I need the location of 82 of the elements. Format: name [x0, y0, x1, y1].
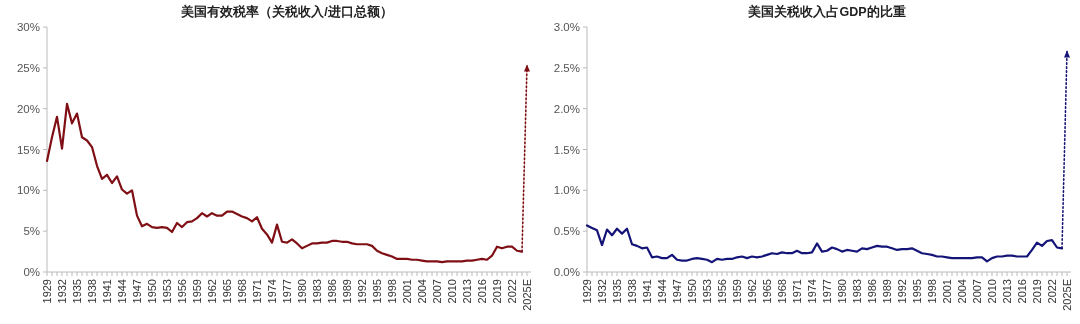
x-tick-label: 1989: [341, 279, 353, 304]
x-tick-label: 1929: [581, 279, 593, 304]
x-tick-label: 1986: [326, 279, 338, 304]
y-tick-label: 2.5%: [553, 61, 580, 74]
x-tick-label: 1944: [656, 279, 668, 304]
x-tick-label: 2019: [491, 279, 503, 304]
x-tick-label: 1968: [236, 279, 248, 304]
x-tick-label: 1986: [866, 279, 878, 304]
x-tick-label: 1962: [746, 279, 758, 304]
x-tick-label: 2004: [416, 279, 428, 304]
x-tick-label: 1932: [56, 279, 68, 304]
x-tick-label: 2016: [1016, 279, 1028, 304]
x-tick-label: 1950: [146, 279, 158, 304]
y-tick-label: 0%: [23, 266, 40, 278]
x-tick-label: 1971: [251, 279, 263, 304]
x-tick-label: 1974: [266, 279, 278, 304]
x-tick-label: 1992: [356, 279, 368, 304]
x-tick-label: 1947: [131, 279, 143, 304]
x-tick-label: 1938: [86, 279, 98, 304]
x-tick-label: 1965: [761, 279, 773, 304]
y-tick-label: 10%: [16, 184, 40, 197]
x-tick-label: 1944: [116, 279, 128, 304]
x-tick-label: 1983: [851, 279, 863, 304]
x-tick-label: 1965: [221, 279, 233, 304]
x-tick-label: 1995: [911, 279, 923, 304]
chart-title: 美国有效税率（关税收入/进口总额）: [180, 4, 393, 19]
x-tick-label: 1938: [626, 279, 638, 304]
y-tick-label: 15%: [16, 143, 40, 156]
x-tick-label: 1989: [881, 279, 893, 304]
y-tick-label: 25%: [16, 61, 40, 74]
x-tick-label: 1950: [686, 279, 698, 304]
x-tick-label: 2022: [1046, 279, 1058, 304]
y-tick-label: 1.0%: [553, 184, 580, 197]
x-tick-label: 1983: [311, 279, 323, 304]
x-tick-label: 1968: [776, 279, 788, 304]
x-tick-label: 1959: [191, 279, 203, 304]
x-tick-label: 2004: [956, 279, 968, 304]
x-tick-label: 1974: [806, 279, 818, 304]
x-tick-label: 1980: [836, 279, 848, 304]
y-tick-label: 2.0%: [553, 102, 580, 115]
x-tick-label: 1995: [371, 279, 383, 304]
x-tick-label: 2010: [446, 279, 458, 304]
x-tick-label: 2001: [401, 279, 413, 304]
x-tick-label: 1929: [41, 279, 53, 304]
x-tick-label: 2022: [506, 279, 518, 304]
x-tick-label: 1956: [716, 279, 728, 304]
y-tick-label: 20%: [16, 102, 40, 115]
x-tick-label: 2013: [461, 279, 473, 304]
x-tick-label: 2007: [971, 279, 983, 304]
x-tick-label: 1935: [611, 279, 623, 304]
y-tick-label: 3.0%: [553, 21, 580, 33]
x-tick-label: 1971: [791, 279, 803, 304]
x-tick-label: 1977: [821, 279, 833, 304]
x-tick-label: 2025E: [521, 279, 533, 311]
x-tick-label: 1998: [386, 279, 398, 304]
x-tick-label: 1953: [701, 279, 713, 304]
x-tick-label: 2001: [941, 279, 953, 304]
x-tick-label: 2016: [476, 279, 488, 304]
x-tick-label: 2007: [431, 279, 443, 304]
x-tick-label: 1935: [71, 279, 83, 304]
y-tick-label: 0.0%: [553, 266, 580, 278]
x-tick-label: 1953: [161, 279, 173, 304]
x-tick-label: 1956: [176, 279, 188, 304]
x-tick-label: 1941: [641, 279, 653, 304]
x-tick-label: 2010: [986, 279, 998, 304]
x-tick-label: 1932: [596, 279, 608, 304]
x-tick-label: 1947: [671, 279, 683, 304]
chart-title: 美国关税收入占GDP的比重: [747, 4, 906, 19]
y-tick-label: 30%: [16, 21, 40, 33]
x-tick-label: 1959: [731, 279, 743, 304]
y-tick-label: 1.5%: [553, 143, 580, 156]
x-tick-label: 1980: [296, 279, 308, 304]
y-tick-label: 0.5%: [553, 225, 580, 238]
x-tick-label: 1998: [926, 279, 938, 304]
x-tick-label: 1992: [896, 279, 908, 304]
x-tick-label: 2013: [1001, 279, 1013, 304]
y-tick-label: 5%: [23, 225, 40, 238]
x-tick-label: 2025E: [1061, 279, 1073, 311]
x-tick-label: 1977: [281, 279, 293, 304]
x-tick-label: 1941: [101, 279, 113, 304]
x-tick-label: 2019: [1031, 279, 1043, 304]
x-tick-label: 1962: [206, 279, 218, 304]
